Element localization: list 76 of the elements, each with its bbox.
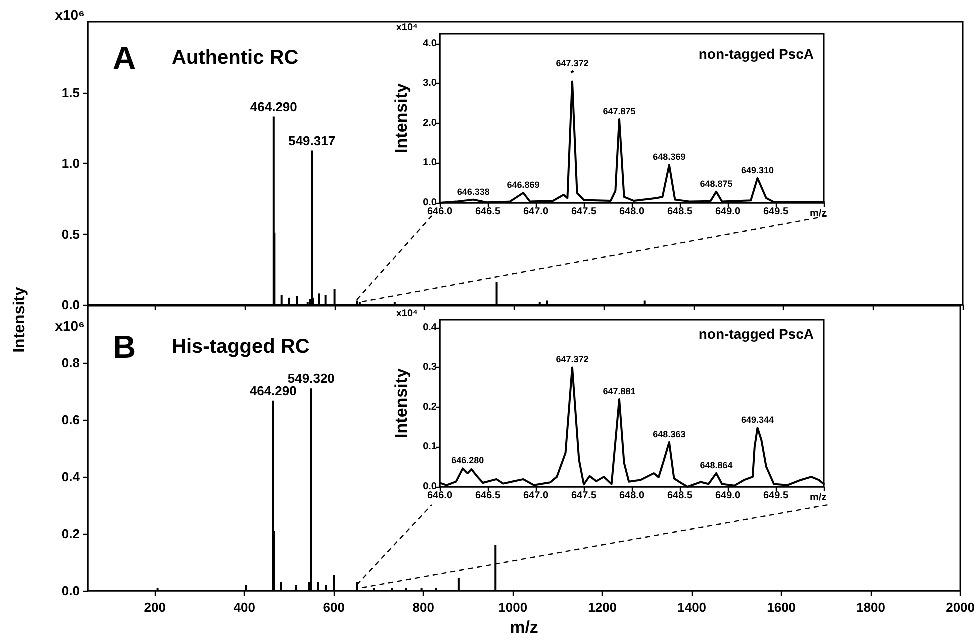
text: His-tagged RC [172,336,310,358]
annotation: 647.875 [603,106,636,116]
annotation: x10⁴ [396,308,418,320]
x-axis-title: m/z [510,618,538,637]
y-tick-label: 0.6 [62,412,80,428]
x-tick-label: 646.5 [475,490,501,502]
x-tick-label: 800 [412,600,434,615]
annotation: 648.864 [700,460,733,470]
y-axis-title: Intensity [392,83,411,154]
x-tick-label: 2000 [946,600,975,615]
x-tick-label: 649.5 [763,206,789,218]
y-tick-label: 0.3 [423,362,438,374]
y-tick-label: 0.2 [423,402,438,413]
x-tick-label: 649.0 [715,206,741,218]
y-tick-label: 0.4 [62,470,81,484]
annotation: 648.875 [700,178,733,189]
x-axis-title: m/z [810,208,827,220]
annotation: 647.372 * [556,58,589,79]
annotation: 646.869 [507,180,540,190]
x-tick-label: 649.0 [715,490,741,502]
y-tick-label: 0.2 [62,526,80,542]
x-tick-label: 646.5 [475,206,501,218]
text: x10⁶ [55,318,85,334]
annotation: 647.881 [603,386,636,397]
y-tick-label: 2.0 [423,118,438,129]
annotation: 648.363 [653,429,686,440]
y-tick-label: 4.0 [423,38,438,50]
x-tick-label: 1800 [856,600,886,615]
y-axis-title: Intensity [392,368,411,438]
y-tick-label: 0.0 [62,298,80,312]
y-tick-label: 0.5 [62,226,80,242]
y-tick-label: 0.4 [423,322,438,334]
y-tick-label: 0.0 [423,482,438,492]
x-tick-label: 1400 [678,600,707,615]
x-tick-label: 646.0 [427,206,453,218]
x-tick-label: 647.0 [523,490,549,502]
text: B [113,329,136,365]
x-tick-label: 1600 [767,600,796,615]
annotation: x10⁴ [396,22,418,34]
annotation: 647.372 [556,354,589,365]
x-axis-title: m/z [810,492,827,504]
text: Authentic RC [172,47,299,69]
x-tick-label: 646.0 [427,490,453,502]
x-tick-label: 200 [144,600,166,615]
x-tick-label: 647.5 [571,490,597,502]
x-tick-label: 647.0 [523,206,549,218]
text: A [113,40,136,76]
y-tick-label: 3.0 [423,78,438,90]
chart-title: non-tagged PscA [698,326,814,342]
x-tick-label: 648.5 [667,490,693,502]
x-tick-label: 600 [323,600,345,615]
y-tick-label: 1.0 [62,156,80,171]
y-tick-label: 1.0 [423,158,438,169]
annotation: 464.290 [250,99,298,114]
text: non-tagged PscA [698,46,814,62]
x-tick-label: 649.5 [763,490,789,502]
x-tick-label: 648.0 [619,206,645,218]
x-tick-label: 400 [234,600,256,615]
y-tick-label: 1.5 [62,85,80,100]
annotation: 648.369 [653,152,686,162]
y-tick-label: 0.1 [423,442,438,453]
y-tick-label: 0.0 [423,198,438,208]
annotation: 649.310 [741,165,774,176]
x-tick-label: 1000 [498,600,528,615]
annotation: 549.317 [288,133,336,148]
y-tick-label: 0.8 [62,356,80,370]
annotation: 646.280 [452,456,484,466]
y-tick-label: 0.0 [62,584,80,598]
x-tick-label: 1200 [588,600,618,615]
annotation: 646.338 [457,186,490,197]
x-tick-label: 647.5 [571,206,597,218]
x-tick-label: 648.0 [619,490,645,502]
x-tick-label: 648.5 [667,206,693,218]
y-axis-title: Intensity [12,287,28,353]
annotation: 649.344 [741,415,774,426]
text: x10⁶ [55,7,85,23]
